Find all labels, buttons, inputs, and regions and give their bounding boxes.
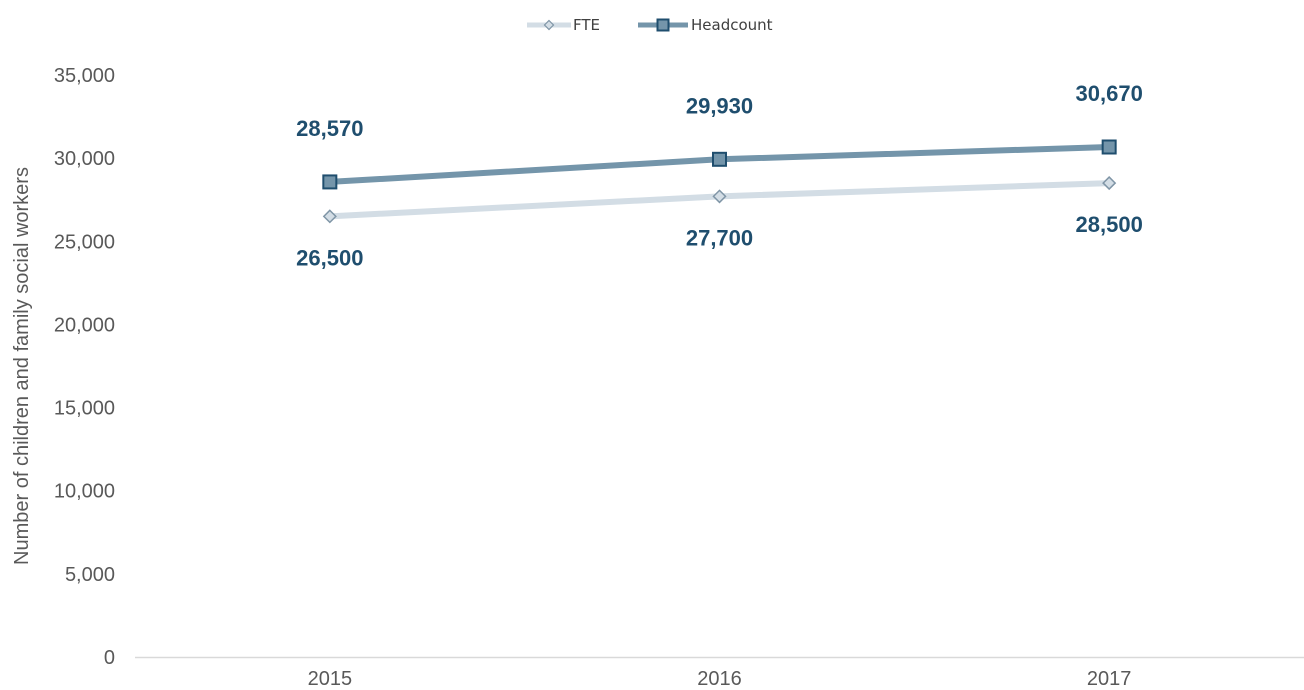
legend-label: Headcount <box>691 16 773 34</box>
y-tick-label: 30,000 <box>54 148 115 170</box>
headcount-marker <box>1101 139 1117 155</box>
y-tick-label: 5,000 <box>65 564 115 586</box>
legend-label: FTE <box>573 16 600 34</box>
data-label-fte: 27,700 <box>686 225 753 250</box>
y-tick-label: 15,000 <box>54 398 115 420</box>
y-tick-label: 35,000 <box>54 65 115 87</box>
fte-marker <box>712 189 727 204</box>
x-tick-label: 2016 <box>697 668 742 690</box>
legend-item-fte: FTE <box>527 16 600 34</box>
x-tick-label: 2017 <box>1087 668 1132 690</box>
x-tick-label: 2015 <box>308 668 353 690</box>
data-label-fte: 26,500 <box>296 245 363 270</box>
legend-marker <box>656 18 670 32</box>
headcount-marker <box>322 174 338 190</box>
y-tick-label: 25,000 <box>54 231 115 253</box>
fte-marker <box>1102 176 1117 191</box>
series-markers <box>322 139 1117 224</box>
fte-marker <box>322 209 337 224</box>
data-labels: 26,500 27,700 28,500 28,570 29,930 30,670 <box>296 81 1143 270</box>
data-label-headcount: 28,570 <box>296 116 363 141</box>
data-label-headcount: 30,670 <box>1076 81 1143 106</box>
y-tick-label: 20,000 <box>54 314 115 336</box>
legend-marker <box>543 19 555 31</box>
y-tick-label: 10,000 <box>54 481 115 503</box>
legend: FTE Headcount <box>527 16 773 34</box>
y-tick-label: 0 <box>104 647 115 669</box>
x-axis-ticks: 2015 2016 2017 <box>308 668 1132 690</box>
data-label-headcount: 29,930 <box>686 93 753 118</box>
legend-item-headcount: Headcount <box>638 16 773 34</box>
headcount-marker <box>712 151 727 167</box>
y-axis-ticks: 0 5,000 10,000 15,000 20,000 25,000 30,000 35,0… <box>54 65 115 669</box>
y-axis-label: Number of children and family social wor… <box>11 167 33 565</box>
data-label-fte: 28,500 <box>1076 212 1143 237</box>
